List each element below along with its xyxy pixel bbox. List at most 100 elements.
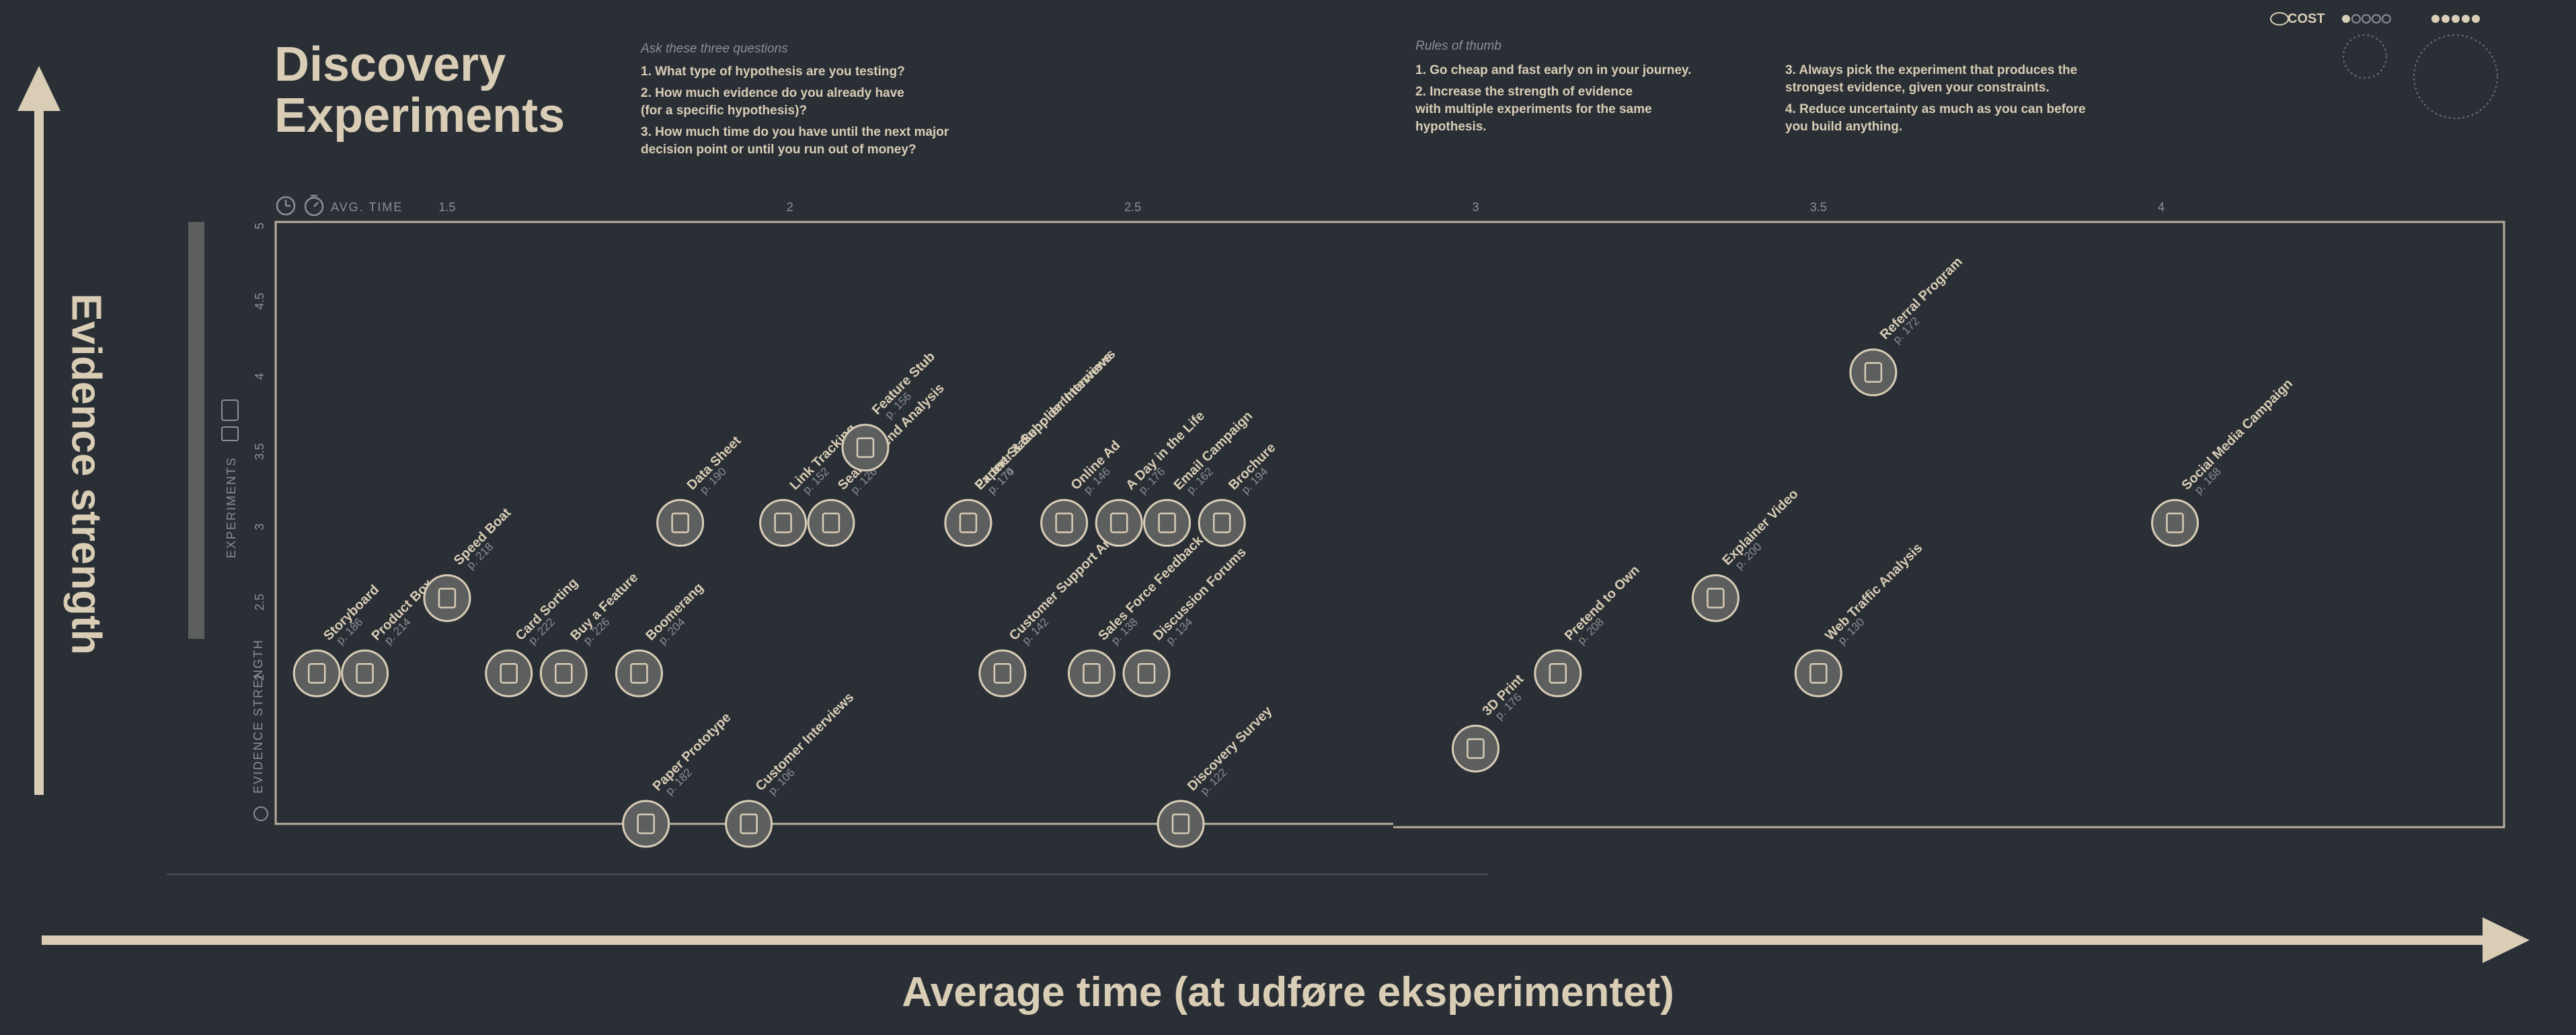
rule-item: 1. Go cheap and fast early on in your jo…: [1415, 63, 1692, 77]
experiments-side-label: EXPERIMENTS: [225, 457, 238, 558]
cost-label: COST: [2288, 11, 2325, 26]
experiment-marker[interactable]: [1534, 649, 1582, 697]
question-item: 3. How much time do you have until the n…: [641, 125, 949, 157]
experiment-icon: [1158, 512, 1176, 533]
experiment-marker[interactable]: [1122, 649, 1171, 697]
experiment-icon: [1864, 362, 1883, 383]
cost-high-dots: [2431, 15, 2480, 23]
experiment-icon: [630, 663, 648, 684]
questions-list: 1. What type of hypothesis are you testi…: [641, 63, 949, 163]
experiment-marker[interactable]: [841, 424, 890, 472]
experiment-marker[interactable]: [1849, 348, 1898, 397]
gauge-icon: [253, 806, 268, 821]
experiment-marker[interactable]: [1067, 649, 1116, 697]
clock-icon: [276, 196, 296, 216]
rule-item: 4. Reduce uncertainty as much as you can…: [1785, 102, 2086, 134]
y-tick-label: 4.5: [253, 293, 266, 309]
y-axis-arrow-head: [17, 66, 61, 111]
rule-item: 3. Always pick the experiment that produ…: [1785, 63, 2078, 95]
x-tick-label: 3: [1472, 200, 1479, 214]
experiment-icon: [822, 512, 841, 533]
tablet-icon: [221, 399, 239, 441]
experiment-marker[interactable]: [1143, 499, 1192, 547]
experiment-marker[interactable]: [1794, 649, 1842, 697]
y-tick-label: 2: [253, 674, 266, 681]
experiment-label: Web Traffic Analysis: [1822, 541, 1925, 644]
experiment-marker[interactable]: [1040, 499, 1089, 547]
experiment-icon: [307, 663, 326, 684]
rules-heading: Rules of thumb: [1415, 39, 1501, 53]
experiment-icon: [500, 663, 518, 684]
experiment-icon: [1171, 813, 1190, 835]
experiment-marker[interactable]: [759, 499, 808, 547]
experiment-marker[interactable]: [1157, 800, 1205, 848]
experiment-icon: [555, 663, 573, 684]
cost-legend: [2267, 9, 2536, 127]
rules-list-right: 3. Always pick the experiment that produ…: [1785, 62, 2086, 140]
experiment-label: Pretend to Own: [1562, 563, 1643, 644]
large-size-icon: [2413, 34, 2498, 119]
y-tick-label: 2.5: [253, 594, 266, 611]
experiment-label: Discussion Forums: [1150, 545, 1249, 644]
experiment-icon: [438, 588, 457, 609]
experiment-icon: [356, 663, 374, 684]
experiment-marker[interactable]: [807, 499, 855, 547]
experiment-icon: [1212, 512, 1231, 533]
experiment-icon: [993, 663, 1012, 684]
rules-list-left: 1. Go cheap and fast early on in your jo…: [1415, 62, 1691, 140]
x-tick-label: 4: [2158, 200, 2164, 214]
experiment-icon: [1055, 512, 1073, 533]
experiment-marker[interactable]: [341, 649, 389, 697]
cost-low-dots: [2342, 14, 2391, 24]
x-tick-label: 2: [787, 200, 793, 214]
experiment-marker[interactable]: [485, 649, 533, 697]
experiment-marker[interactable]: [1095, 499, 1143, 547]
question-item: 2. How much evidence do you already have…: [641, 86, 904, 118]
experiment-marker[interactable]: [656, 499, 705, 547]
experiment-icon: [637, 813, 655, 835]
experiment-marker[interactable]: [978, 649, 1027, 697]
experiment-marker[interactable]: [423, 574, 471, 622]
experiment-marker[interactable]: [292, 649, 341, 697]
experiment-label: Explainer Video: [1719, 487, 1801, 568]
cost-legend-graphic: [2270, 12, 2498, 119]
y-tick-label: 4: [253, 373, 266, 380]
experiment-marker[interactable]: [1691, 574, 1740, 622]
x-tick-label: 2.5: [1124, 200, 1141, 214]
experiment-marker[interactable]: [725, 800, 773, 848]
experiment-marker[interactable]: [615, 649, 663, 697]
experiment-marker[interactable]: [944, 499, 992, 547]
experiment-marker[interactable]: [1198, 499, 1246, 547]
experiment-label: Paper Prototype: [650, 710, 734, 794]
experiment-marker[interactable]: [622, 800, 670, 848]
experiment-label: Social Media Campaign: [2179, 377, 2296, 494]
experiment-marker[interactable]: [539, 649, 588, 697]
coin-icon: [2270, 12, 2289, 26]
small-size-icon: [2343, 34, 2387, 79]
experiment-marker[interactable]: [2151, 499, 2199, 547]
experiment-marker[interactable]: [1451, 724, 1499, 773]
experiment-icon: [959, 512, 978, 533]
y-tick-label: 3: [253, 523, 266, 530]
questions-heading: Ask these three questions: [641, 42, 788, 56]
experiment-label: Discovery Survey: [1185, 703, 1276, 794]
experiment-icon: [1083, 663, 1101, 684]
experiment-icon: [671, 512, 689, 533]
chart-frame: [167, 221, 2505, 875]
